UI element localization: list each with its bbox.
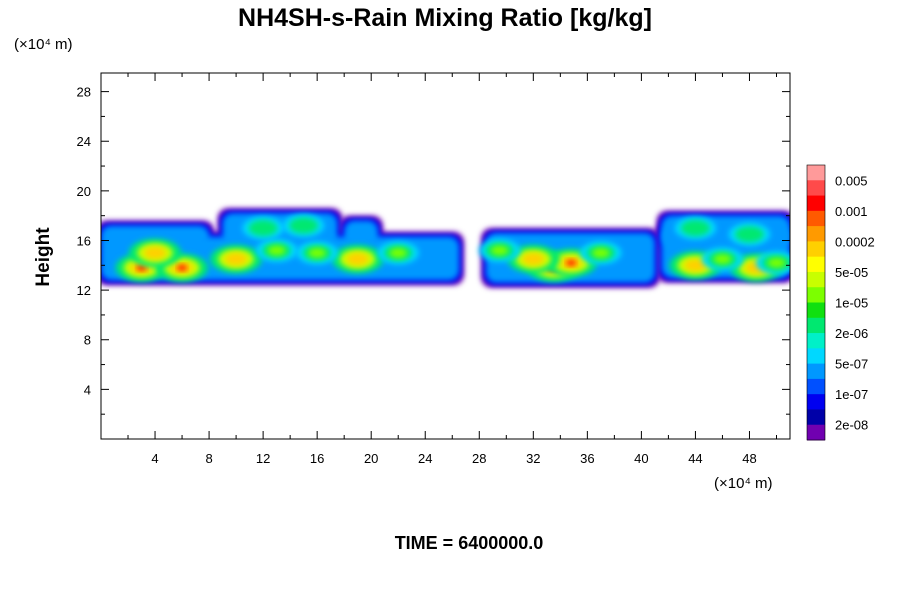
cloud-blob	[490, 245, 509, 256]
cloud-blob	[136, 265, 147, 271]
colorbar-swatch	[807, 256, 825, 273]
cloud-layer-lightblue	[344, 220, 378, 247]
colorbar-swatch	[807, 195, 825, 212]
x-tick-label: 12	[256, 451, 270, 466]
chart-title: NH4SH-s-Rain Mixing Ratio [kg/kg]	[238, 4, 652, 32]
y-tick-label: 4	[84, 382, 91, 397]
colorbar-label: 0.001	[835, 204, 868, 219]
colorbar-swatch	[807, 226, 825, 242]
x-tick-label: 8	[205, 451, 212, 466]
cloud-blob	[566, 260, 577, 266]
cloud-blob	[144, 246, 167, 259]
y-tick-label: 12	[77, 283, 91, 298]
y-unit-label: (×10⁴ m)	[14, 36, 73, 53]
cloud-blob	[389, 248, 408, 258]
plot-frame	[100, 72, 791, 440]
colorbar-swatch	[807, 409, 825, 426]
colorbar-swatch	[807, 271, 825, 288]
colorbar-swatch	[807, 302, 825, 319]
time-label: TIME = 6400000.0	[395, 533, 544, 553]
colorbar-swatch	[807, 363, 825, 380]
x-tick-label: 36	[580, 451, 594, 466]
cloud-blob	[346, 253, 369, 266]
colorbar-swatch	[807, 180, 825, 197]
cloud-blob	[177, 265, 188, 271]
colorbar-swatch	[807, 210, 825, 227]
cloud-blob	[684, 259, 707, 272]
colorbar-label: 5e-07	[835, 357, 868, 372]
cloud-blob	[592, 248, 610, 258]
cloud-blob	[225, 253, 248, 266]
colorbar: 0.005 0.001 0.0002 5e-05 1e-05 2e-06 5e-07 1e-0…	[806, 164, 875, 441]
x-tick-label: 32	[526, 451, 540, 466]
x-unit-label: (×10⁴ m)	[714, 475, 773, 492]
y-axis-label: Height	[33, 227, 54, 287]
cloud-layer-lightblue	[101, 225, 210, 247]
x-tick-label: 40	[634, 451, 648, 466]
colorbar-swatch	[807, 348, 825, 365]
colorbar-swatch	[807, 287, 825, 303]
cloud-blob	[289, 217, 319, 234]
y-tick-label: 28	[77, 85, 91, 100]
colorbar-label: 2e-06	[835, 326, 868, 341]
y-tick-label: 24	[77, 134, 91, 149]
colorbar-swatch	[807, 241, 825, 258]
cloud-blob	[767, 257, 786, 268]
colorbar-label: 5e-05	[835, 265, 868, 280]
colorbar-label: 0.0002	[835, 234, 875, 249]
colorbar-label: 2e-08	[835, 418, 868, 433]
colorbar-swatch	[807, 394, 825, 410]
y-tick-label: 16	[77, 233, 91, 248]
cloud-blob	[522, 253, 545, 266]
x-tick-label: 44	[688, 451, 702, 466]
cloud-blob	[681, 220, 710, 237]
colorbar-swatch	[807, 317, 825, 334]
colorbar-label: 0.005	[835, 173, 868, 188]
x-tick-label: 4	[151, 451, 158, 466]
colorbar-label: 1e-05	[835, 296, 868, 311]
y-tick-label: 8	[84, 333, 91, 348]
colorbar-label: 1e-07	[835, 387, 868, 402]
cloud-blob	[248, 220, 278, 237]
cloud-blob	[735, 226, 764, 243]
y-tick-label: 20	[77, 184, 91, 199]
colorbar-swatch	[807, 424, 825, 441]
x-tick-label: 20	[364, 451, 378, 466]
colorbar-swatch	[807, 165, 825, 181]
colorbar-frame	[806, 164, 826, 441]
cloud-blob	[308, 248, 326, 258]
x-tick-label: 28	[472, 451, 486, 466]
cloud-blob	[267, 245, 286, 256]
cloud-blob	[713, 254, 732, 264]
colorbar-swatch	[807, 333, 825, 349]
x-tick-label: 24	[418, 451, 432, 466]
colorbar-swatch	[807, 378, 825, 395]
cloud-field	[101, 208, 790, 288]
x-tick-label: 16	[310, 451, 324, 466]
x-tick-label: 48	[742, 451, 756, 466]
